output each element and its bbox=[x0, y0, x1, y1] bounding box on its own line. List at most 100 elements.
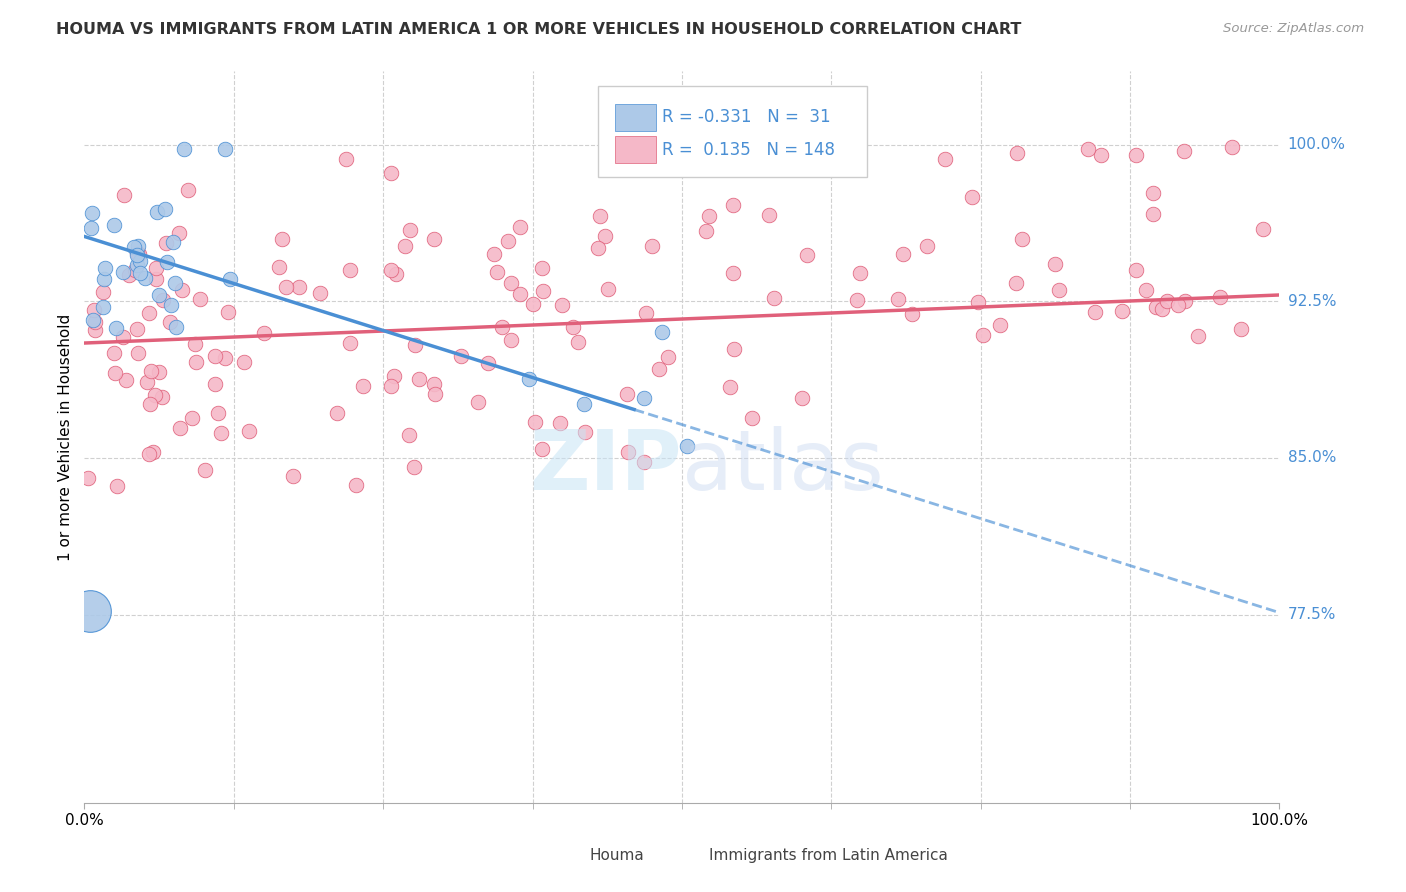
Point bbox=[647, 362, 669, 376]
Point bbox=[962, 190, 984, 204]
Point bbox=[1150, 301, 1173, 316]
Point bbox=[1230, 322, 1253, 336]
Point bbox=[792, 391, 814, 405]
Point bbox=[238, 425, 260, 439]
Point bbox=[423, 231, 446, 245]
Point bbox=[1090, 148, 1112, 162]
Point bbox=[482, 247, 505, 261]
Text: atlas: atlas bbox=[682, 425, 883, 507]
Point bbox=[849, 266, 872, 280]
Point bbox=[339, 335, 361, 350]
Point bbox=[1005, 276, 1028, 290]
Point bbox=[270, 232, 292, 246]
Point bbox=[967, 295, 990, 310]
Point bbox=[501, 277, 523, 291]
Point bbox=[398, 427, 420, 442]
Point bbox=[548, 416, 571, 430]
Point bbox=[134, 270, 156, 285]
Point bbox=[530, 260, 553, 275]
Point bbox=[675, 439, 697, 453]
Point bbox=[84, 323, 107, 337]
Point bbox=[697, 209, 720, 223]
Text: 92.5%: 92.5% bbox=[1288, 293, 1336, 309]
Point bbox=[80, 205, 103, 219]
Point bbox=[695, 224, 717, 238]
Point bbox=[380, 166, 402, 180]
Y-axis label: 1 or more Vehicles in Household: 1 or more Vehicles in Household bbox=[58, 313, 73, 561]
Point bbox=[408, 372, 430, 386]
Point bbox=[522, 296, 544, 310]
Point bbox=[82, 313, 104, 327]
Point bbox=[633, 455, 655, 469]
Point bbox=[720, 380, 742, 394]
Point bbox=[127, 245, 149, 260]
Point bbox=[1173, 144, 1195, 158]
Point bbox=[634, 305, 657, 319]
Point bbox=[1077, 142, 1099, 156]
Point bbox=[193, 463, 215, 477]
Point bbox=[1005, 145, 1028, 160]
Point bbox=[1144, 300, 1167, 314]
Point bbox=[598, 281, 620, 295]
Point bbox=[616, 445, 638, 459]
Point bbox=[177, 183, 200, 197]
Point bbox=[1047, 283, 1070, 297]
Point bbox=[77, 471, 100, 485]
Point bbox=[152, 293, 174, 307]
Point bbox=[901, 307, 924, 321]
Point bbox=[118, 268, 141, 283]
Point bbox=[640, 239, 662, 253]
Point bbox=[352, 379, 374, 393]
Point bbox=[128, 247, 150, 261]
Point bbox=[530, 442, 553, 456]
Text: 100.0%: 100.0% bbox=[1288, 137, 1346, 152]
Point bbox=[934, 152, 956, 166]
Point bbox=[186, 355, 208, 369]
Point bbox=[499, 333, 522, 347]
Point bbox=[103, 346, 125, 360]
Point bbox=[1111, 303, 1133, 318]
Point bbox=[1142, 207, 1164, 221]
FancyBboxPatch shape bbox=[614, 136, 655, 163]
FancyBboxPatch shape bbox=[554, 847, 585, 866]
Point bbox=[533, 284, 555, 298]
Point bbox=[274, 280, 297, 294]
Point bbox=[467, 395, 489, 409]
Point bbox=[138, 306, 160, 320]
Point bbox=[128, 266, 150, 280]
Point bbox=[122, 240, 145, 254]
Point bbox=[1142, 186, 1164, 200]
Point bbox=[574, 425, 596, 440]
Point bbox=[723, 343, 745, 357]
Text: 77.5%: 77.5% bbox=[1288, 607, 1336, 623]
Point bbox=[309, 285, 332, 300]
Point bbox=[112, 188, 135, 202]
Point bbox=[207, 406, 229, 420]
Point bbox=[633, 392, 655, 406]
Text: R = -0.331   N =  31: R = -0.331 N = 31 bbox=[662, 109, 830, 127]
Point bbox=[167, 226, 190, 240]
Point bbox=[145, 272, 167, 286]
Point bbox=[148, 288, 170, 302]
Point bbox=[450, 349, 472, 363]
Point bbox=[217, 305, 239, 319]
Point bbox=[572, 397, 595, 411]
Point bbox=[128, 254, 150, 268]
Point bbox=[845, 293, 868, 307]
Point bbox=[509, 287, 531, 301]
Point bbox=[93, 260, 115, 275]
Point bbox=[127, 239, 149, 253]
Text: 85.0%: 85.0% bbox=[1288, 450, 1336, 466]
Point bbox=[153, 202, 176, 217]
Point bbox=[125, 248, 148, 262]
FancyBboxPatch shape bbox=[673, 847, 704, 866]
Point bbox=[173, 142, 195, 156]
Point bbox=[651, 325, 673, 339]
Point bbox=[127, 346, 149, 360]
Point bbox=[523, 415, 546, 429]
Point bbox=[491, 320, 513, 334]
Point bbox=[988, 318, 1011, 332]
Point bbox=[887, 293, 910, 307]
Point bbox=[796, 248, 818, 262]
Point bbox=[562, 320, 585, 334]
